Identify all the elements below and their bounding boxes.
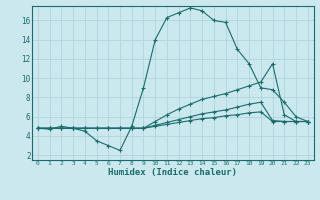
X-axis label: Humidex (Indice chaleur): Humidex (Indice chaleur) [108, 168, 237, 177]
